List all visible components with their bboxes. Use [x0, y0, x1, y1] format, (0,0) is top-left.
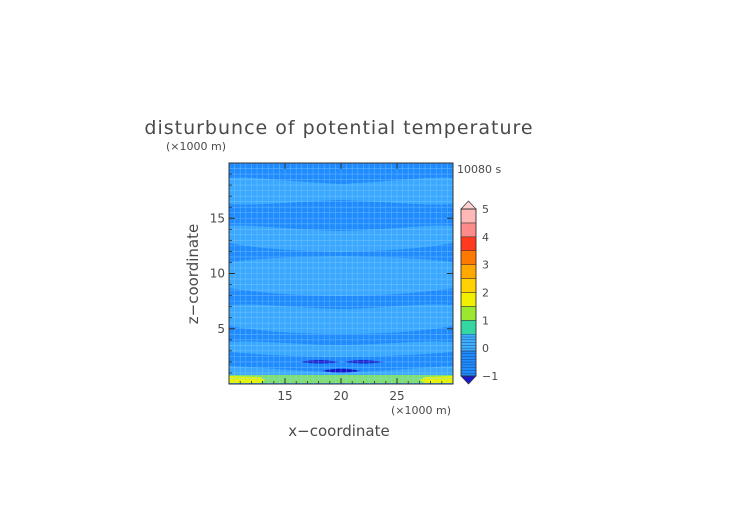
colorbar-segment [460, 222, 477, 238]
colorbar-segment [460, 306, 477, 321]
plot-area: 15 20 25 5 10 15 [210, 162, 454, 403]
y-axis-label: z−coordinate [184, 224, 202, 324]
plot-grid [229, 163, 453, 384]
x-tick-label: 20 [333, 389, 348, 403]
temperature-field [229, 163, 453, 384]
y-tick-label: 15 [210, 211, 225, 225]
colorbar: −1 0 1 2 3 4 5 [460, 200, 498, 385]
y-tick-label: 10 [210, 267, 225, 281]
axis-ticks: 15 20 25 5 10 15 [210, 162, 454, 403]
colorbar-tick-label: 4 [482, 231, 489, 244]
y-axis-unit: (×1000 m) [166, 140, 226, 153]
colorbar-segment [460, 236, 477, 251]
field-surface-max-left [229, 376, 265, 383]
x-tick-label: 25 [389, 389, 404, 403]
x-axis-unit: (×1000 m) [391, 404, 451, 417]
y-tick-label: 5 [217, 322, 225, 336]
colorbar-segment [460, 264, 477, 279]
colorbar-tick-label: 1 [482, 314, 489, 327]
colorbar-segment [460, 320, 477, 335]
chart-title: disturbunce of potential temperature [144, 117, 533, 139]
colorbar-under-triangle [460, 375, 477, 385]
colorbar-tick-label: 2 [482, 287, 489, 300]
colorbar-over-triangle [460, 200, 477, 210]
colorbar-segment [460, 278, 477, 293]
time-label: 10080 s [457, 163, 501, 176]
x-tick-label: 15 [277, 389, 292, 403]
colorbar-segment [460, 350, 477, 377]
x-axis-label: x−coordinate [288, 422, 389, 440]
colorbar-tick-label: 5 [482, 203, 489, 216]
colorbar-segment [460, 250, 477, 265]
colorbar-tick-label: −1 [482, 370, 498, 383]
colorbar-segment [460, 292, 477, 307]
colorbar-segment [460, 208, 477, 224]
colorbar-frame [460, 208, 477, 377]
colorbar-tick-label: 0 [482, 342, 489, 355]
colorbar-tick-label: 3 [482, 259, 489, 272]
